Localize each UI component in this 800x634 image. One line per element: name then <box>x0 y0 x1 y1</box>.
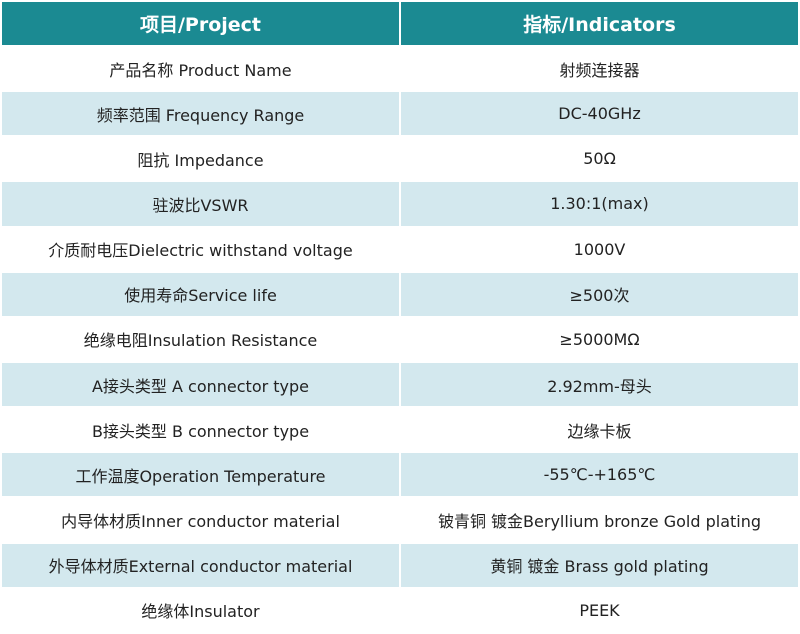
table-row: A接头类型 A connector type 2.92mm-母头 <box>0 360 800 409</box>
indicator-cell: 50Ω <box>399 135 800 183</box>
indicator-cell: -55℃-+165℃ <box>399 451 800 499</box>
project-cell: 外导体材质External conductor material <box>0 541 401 589</box>
table-row: 绝缘电阻Insulation Resistance ≥5000MΩ <box>0 315 800 363</box>
project-cell: 绝缘体Insulator <box>0 586 401 634</box>
table-row: 使用寿命Service life ≥500次 <box>0 270 800 318</box>
table-row: 频率范围 Frequency Range DC-40GHz <box>0 90 800 138</box>
project-cell: 频率范围 Frequency Range <box>0 90 401 138</box>
project-cell: 内导体材质Inner conductor material <box>0 496 401 544</box>
header-row: 项目/Project 指标/Indicators <box>0 0 800 47</box>
project-cell: B接头类型 B connector type <box>0 406 401 454</box>
table-row: 驻波比VSWR 1.30:1(max) <box>0 180 800 228</box>
table-row: 工作温度Operation Temperature -55℃-+165℃ <box>0 451 800 499</box>
table-row: 阻抗 Impedance 50Ω <box>0 135 800 183</box>
indicator-cell: 2.92mm-母头 <box>399 360 800 409</box>
project-cell: 介质耐电压Dielectric withstand voltage <box>0 225 401 273</box>
table-row: 介质耐电压Dielectric withstand voltage 1000V <box>0 225 800 273</box>
indicator-cell: ≥500次 <box>399 270 800 318</box>
table-row: 外导体材质External conductor material 黄铜 镀金 Br… <box>0 541 800 589</box>
indicator-cell: 射频连接器 <box>399 44 800 93</box>
indicator-cell: PEEK <box>399 586 800 634</box>
table-row: B接头类型 B connector type 边缘卡板 <box>0 406 800 454</box>
project-cell: 工作温度Operation Temperature <box>0 451 401 499</box>
project-cell: 驻波比VSWR <box>0 180 401 228</box>
header-cell: 项目/Project <box>0 0 401 47</box>
table-row: 绝缘体Insulator PEEK <box>0 586 800 634</box>
project-cell: 阻抗 Impedance <box>0 135 401 183</box>
table-row: 内导体材质Inner conductor material 铍青铜 镀金Beryl… <box>0 496 800 544</box>
project-cell: 产品名称 Product Name <box>0 44 401 93</box>
indicator-cell: 1.30:1(max) <box>399 180 800 228</box>
indicator-cell: 铍青铜 镀金Beryllium bronze Gold plating <box>399 496 800 544</box>
indicator-cell: 黄铜 镀金 Brass gold plating <box>399 541 800 589</box>
indicator-cell: ≥5000MΩ <box>399 315 800 363</box>
indicator-cell: 1000V <box>399 225 800 273</box>
header-cell: 指标/Indicators <box>399 0 800 47</box>
project-cell: 绝缘电阻Insulation Resistance <box>0 315 401 363</box>
indicator-cell: DC-40GHz <box>399 90 800 138</box>
project-cell: 使用寿命Service life <box>0 270 401 318</box>
table-body: 产品名称 Product Name 射频连接器 频率范围 Frequency Ran… <box>0 44 800 634</box>
indicator-cell: 边缘卡板 <box>399 406 800 454</box>
project-cell: A接头类型 A connector type <box>0 360 401 409</box>
table-row: 产品名称 Product Name 射频连接器 <box>0 44 800 93</box>
